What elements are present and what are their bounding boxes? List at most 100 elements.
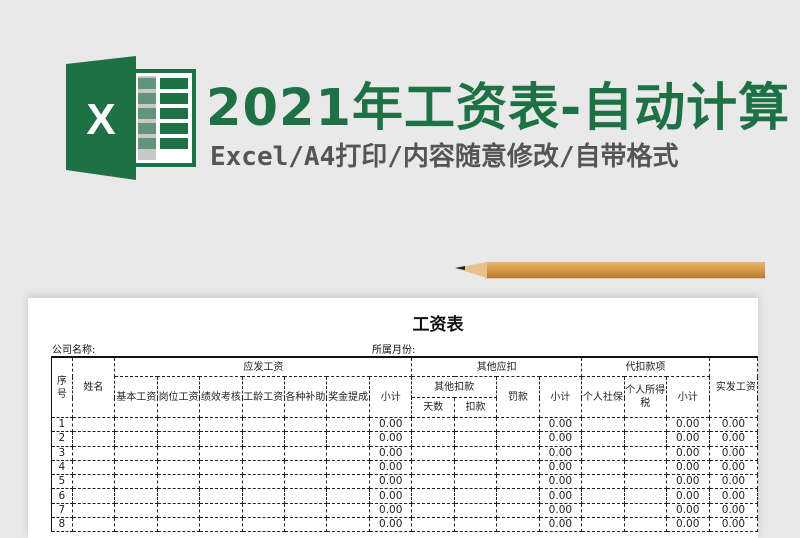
cell-empty[interactable] [283, 488, 328, 504]
cell-empty[interactable] [198, 488, 243, 504]
cell-empty[interactable] [114, 474, 159, 490]
cell-withhold-subtotal[interactable]: 0.00 [665, 474, 710, 490]
cell-empty[interactable] [326, 474, 371, 490]
cell-empty[interactable] [495, 474, 540, 490]
cell-empty[interactable] [157, 474, 200, 490]
cell-empty[interactable] [157, 488, 200, 504]
cell-empty[interactable] [326, 431, 371, 447]
cell-empty[interactable] [198, 431, 243, 447]
cell-empty[interactable] [114, 416, 159, 433]
cell-empty[interactable] [411, 459, 456, 476]
cell-seq[interactable]: 2 [51, 431, 73, 447]
cell-empty[interactable] [114, 488, 159, 504]
cell-empty[interactable] [326, 416, 371, 433]
cell-empty[interactable] [283, 431, 328, 447]
cell-empty[interactable] [114, 502, 159, 519]
cell-empty[interactable] [623, 431, 667, 447]
cell-empty[interactable] [198, 517, 243, 533]
cell-other-subtotal[interactable]: 0.00 [538, 488, 583, 504]
cell-net[interactable]: 0.00 [708, 459, 758, 476]
cell-empty[interactable] [198, 445, 243, 461]
cell-seq[interactable]: 6 [51, 488, 73, 504]
cell-empty[interactable] [198, 474, 243, 490]
cell-empty[interactable] [326, 517, 371, 533]
cell-empty[interactable] [411, 416, 456, 433]
cell-empty[interactable] [495, 459, 540, 476]
cell-empty[interactable] [581, 431, 625, 447]
cell-seq[interactable]: 7 [51, 502, 73, 519]
cell-empty[interactable] [454, 459, 497, 476]
cell-empty[interactable] [283, 416, 328, 433]
cell-gross-subtotal[interactable]: 0.00 [369, 474, 413, 490]
cell-empty[interactable] [114, 517, 159, 533]
cell-empty[interactable] [495, 431, 540, 447]
cell-empty[interactable] [454, 502, 497, 519]
cell-empty[interactable] [157, 416, 200, 433]
cell-empty[interactable] [71, 459, 116, 476]
cell-seq[interactable]: 3 [51, 445, 73, 461]
cell-empty[interactable] [71, 517, 116, 533]
cell-gross-subtotal[interactable]: 0.00 [369, 502, 413, 519]
cell-seq[interactable]: 1 [51, 416, 73, 433]
cell-empty[interactable] [495, 445, 540, 461]
cell-empty[interactable] [581, 416, 625, 433]
cell-gross-subtotal[interactable]: 0.00 [369, 488, 413, 504]
cell-net[interactable]: 0.00 [708, 474, 758, 490]
cell-empty[interactable] [157, 431, 200, 447]
cell-gross-subtotal[interactable]: 0.00 [369, 517, 413, 533]
cell-empty[interactable] [495, 416, 540, 433]
cell-empty[interactable] [623, 517, 667, 533]
cell-empty[interactable] [241, 474, 285, 490]
cell-other-subtotal[interactable]: 0.00 [538, 445, 583, 461]
cell-empty[interactable] [283, 502, 328, 519]
cell-empty[interactable] [411, 517, 456, 533]
cell-empty[interactable] [623, 502, 667, 519]
cell-gross-subtotal[interactable]: 0.00 [369, 431, 413, 447]
cell-withhold-subtotal[interactable]: 0.00 [665, 459, 710, 476]
cell-empty[interactable] [454, 445, 497, 461]
cell-empty[interactable] [581, 459, 625, 476]
cell-empty[interactable] [241, 445, 285, 461]
cell-empty[interactable] [623, 416, 667, 433]
cell-empty[interactable] [71, 502, 116, 519]
cell-empty[interactable] [495, 517, 540, 533]
cell-withhold-subtotal[interactable]: 0.00 [665, 502, 710, 519]
cell-empty[interactable] [326, 502, 371, 519]
cell-empty[interactable] [283, 459, 328, 476]
cell-net[interactable]: 0.00 [708, 416, 758, 433]
cell-empty[interactable] [241, 459, 285, 476]
cell-empty[interactable] [411, 445, 456, 461]
cell-gross-subtotal[interactable]: 0.00 [369, 416, 413, 433]
cell-empty[interactable] [581, 474, 625, 490]
cell-other-subtotal[interactable]: 0.00 [538, 517, 583, 533]
cell-empty[interactable] [157, 445, 200, 461]
cell-empty[interactable] [495, 502, 540, 519]
cell-withhold-subtotal[interactable]: 0.00 [665, 431, 710, 447]
cell-empty[interactable] [454, 488, 497, 504]
cell-empty[interactable] [71, 416, 116, 433]
cell-empty[interactable] [241, 517, 285, 533]
cell-empty[interactable] [411, 502, 456, 519]
cell-empty[interactable] [157, 459, 200, 476]
cell-empty[interactable] [581, 445, 625, 461]
cell-empty[interactable] [581, 517, 625, 533]
cell-empty[interactable] [411, 474, 456, 490]
cell-withhold-subtotal[interactable]: 0.00 [665, 517, 710, 533]
cell-empty[interactable] [623, 445, 667, 461]
cell-empty[interactable] [581, 488, 625, 504]
cell-empty[interactable] [283, 445, 328, 461]
cell-empty[interactable] [623, 459, 667, 476]
cell-empty[interactable] [241, 488, 285, 504]
cell-empty[interactable] [283, 474, 328, 490]
cell-empty[interactable] [71, 445, 116, 461]
cell-empty[interactable] [241, 431, 285, 447]
cell-empty[interactable] [241, 416, 285, 433]
cell-empty[interactable] [623, 474, 667, 490]
cell-empty[interactable] [71, 431, 116, 447]
cell-other-subtotal[interactable]: 0.00 [538, 474, 583, 490]
cell-other-subtotal[interactable]: 0.00 [538, 502, 583, 519]
cell-seq[interactable]: 8 [51, 517, 73, 533]
cell-net[interactable]: 0.00 [708, 517, 758, 533]
cell-empty[interactable] [71, 488, 116, 504]
cell-empty[interactable] [623, 488, 667, 504]
